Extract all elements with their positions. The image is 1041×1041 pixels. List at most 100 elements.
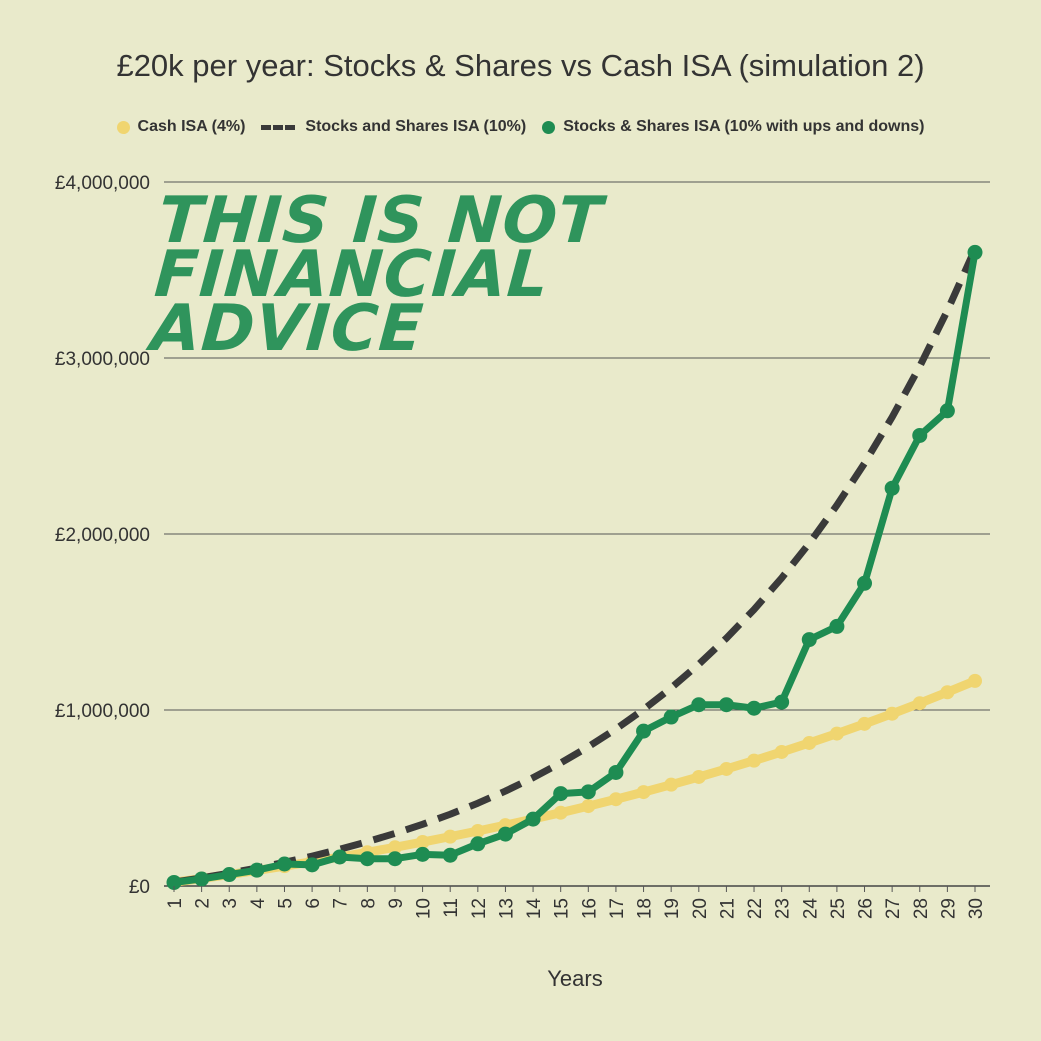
x-axis-label: Years [547,966,602,991]
x-tick-label: 24 [800,898,821,920]
x-tick-label: 9 [386,898,407,909]
y-axis-ticks: £0 £1,000,000 £2,000,000 £3,000,000 £4,000,0… [55,173,150,898]
x-tick-label: 27 [883,898,904,919]
data-point-stocks-volatile [221,867,237,883]
data-point-stocks-volatile [580,784,596,800]
data-point-stocks-volatile [525,811,541,827]
data-point-cash [885,706,900,721]
data-point-cash [581,799,596,814]
x-tick-label: 6 [303,898,324,909]
x-tick-label: 16 [579,898,600,919]
data-point-stocks-volatile [249,862,265,878]
chart-title: £20k per year: Stocks & Shares vs Cash I… [116,48,925,83]
data-point-cash [829,726,844,741]
x-tick-label: 7 [331,898,352,909]
data-point-stocks-volatile [497,826,513,842]
y-tick-label: £1,000,000 [55,701,150,722]
x-tick-label: 8 [358,898,379,909]
data-point-stocks-volatile [939,403,955,419]
data-point-cash [774,744,789,759]
legend-item-stocks-volatile[interactable]: Stocks & Shares ISA (10% with ups and do… [542,118,924,136]
data-point-stocks-volatile [967,244,983,260]
data-point-cash [691,769,706,784]
data-point-stocks-volatile [415,846,431,862]
data-point-cash [968,673,982,688]
legend-item-stocks-smooth[interactable]: Stocks and Shares ISA (10%) [261,118,526,136]
x-tick-label: 10 [414,898,435,919]
data-point-cash [664,777,679,792]
x-tick-label: 30 [966,898,987,919]
y-tick-label: £4,000,000 [55,173,150,194]
x-axis-ticks: 1 2 3 4 5 6 7 8 9 10 11 12 13 14 15 16 17 18 19 20 21 22 23 24 2… [165,886,987,919]
legend-label-cash: Cash ISA (4%) [137,118,246,135]
series-line-stocks-smooth [173,247,979,886]
data-point-stocks-volatile [304,857,320,873]
data-point-cash [608,792,623,807]
x-tick-label: 28 [911,898,932,919]
data-point-stocks-volatile [718,697,734,713]
grid-lines [164,181,990,887]
x-tick-label: 14 [524,898,545,920]
data-point-stocks-volatile [774,694,790,710]
data-point-stocks-volatile [442,847,458,863]
data-point-cash [912,696,927,711]
data-point-cash [470,824,485,838]
x-tick-label: 29 [938,898,959,919]
data-point-cash [802,735,817,750]
x-tick-label: 5 [275,898,296,909]
legend: Cash ISA (4%) Stocks and Shares ISA (10%… [0,118,1041,136]
series-line-cash [173,676,977,887]
x-tick-label: 25 [828,898,849,919]
x-tick-label: 19 [662,898,683,919]
data-point-cash [857,716,872,731]
x-tick-label: 3 [220,898,241,909]
y-tick-label: £3,000,000 [55,349,150,370]
data-point-cash [747,753,762,768]
data-point-stocks-volatile [884,480,900,496]
legend-marker-cash [116,120,130,134]
x-tick-label: 23 [773,898,794,919]
data-point-stocks-volatile [801,632,817,648]
data-point-stocks-volatile [332,849,348,865]
data-point-stocks-volatile [636,723,652,739]
watermark-line: FINANCIAL [152,238,551,312]
x-tick-label: 4 [248,898,269,909]
x-tick-label: 26 [856,898,877,919]
data-point-stocks-volatile [857,575,873,591]
legend-item-cash[interactable]: Cash ISA (4%) [116,118,246,136]
data-point-stocks-volatile [276,856,292,872]
data-point-stocks-volatile [553,786,569,802]
x-tick-label: 21 [717,898,738,919]
data-point-stocks-volatile [194,871,210,887]
data-point-cash [940,685,955,700]
series-lines [166,244,983,890]
x-tick-label: 22 [745,898,766,919]
y-tick-label: £2,000,000 [55,525,150,546]
legend-marker-stocks-volatile [542,120,556,134]
data-point-stocks-volatile [746,700,762,716]
x-tick-label: 13 [496,898,517,919]
x-tick-label: 17 [607,898,628,919]
watermark-line: THIS IS NOT [156,184,609,258]
data-point-cash [415,835,430,850]
data-point-stocks-volatile [912,427,928,443]
watermark-line: ADVICE [143,292,426,366]
data-point-stocks-volatile [166,874,182,890]
data-point-cash [636,785,651,800]
data-point-stocks-volatile [608,764,624,780]
data-point-stocks-volatile [829,618,845,634]
data-point-cash [719,761,734,776]
legend-marker-stocks-smooth [261,124,296,130]
legend-label-stocks-smooth: Stocks and Shares ISA (10%) [305,118,527,135]
x-tick-label: 18 [635,898,656,919]
legend-label-stocks-volatile: Stocks & Shares ISA (10% with ups and do… [563,118,925,135]
x-tick-label: 2 [193,898,214,909]
data-point-stocks-volatile [387,851,403,867]
data-point-cash [553,805,568,820]
data-point-stocks-volatile [470,836,486,852]
x-tick-label: 20 [690,898,711,919]
y-tick-label: £0 [129,877,150,898]
data-point-stocks-volatile [691,697,707,713]
